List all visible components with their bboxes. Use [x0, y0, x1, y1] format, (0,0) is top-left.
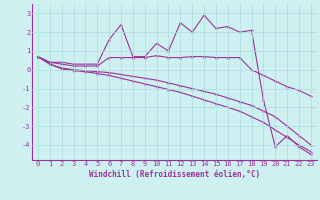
X-axis label: Windchill (Refroidissement éolien,°C): Windchill (Refroidissement éolien,°C) — [89, 170, 260, 179]
